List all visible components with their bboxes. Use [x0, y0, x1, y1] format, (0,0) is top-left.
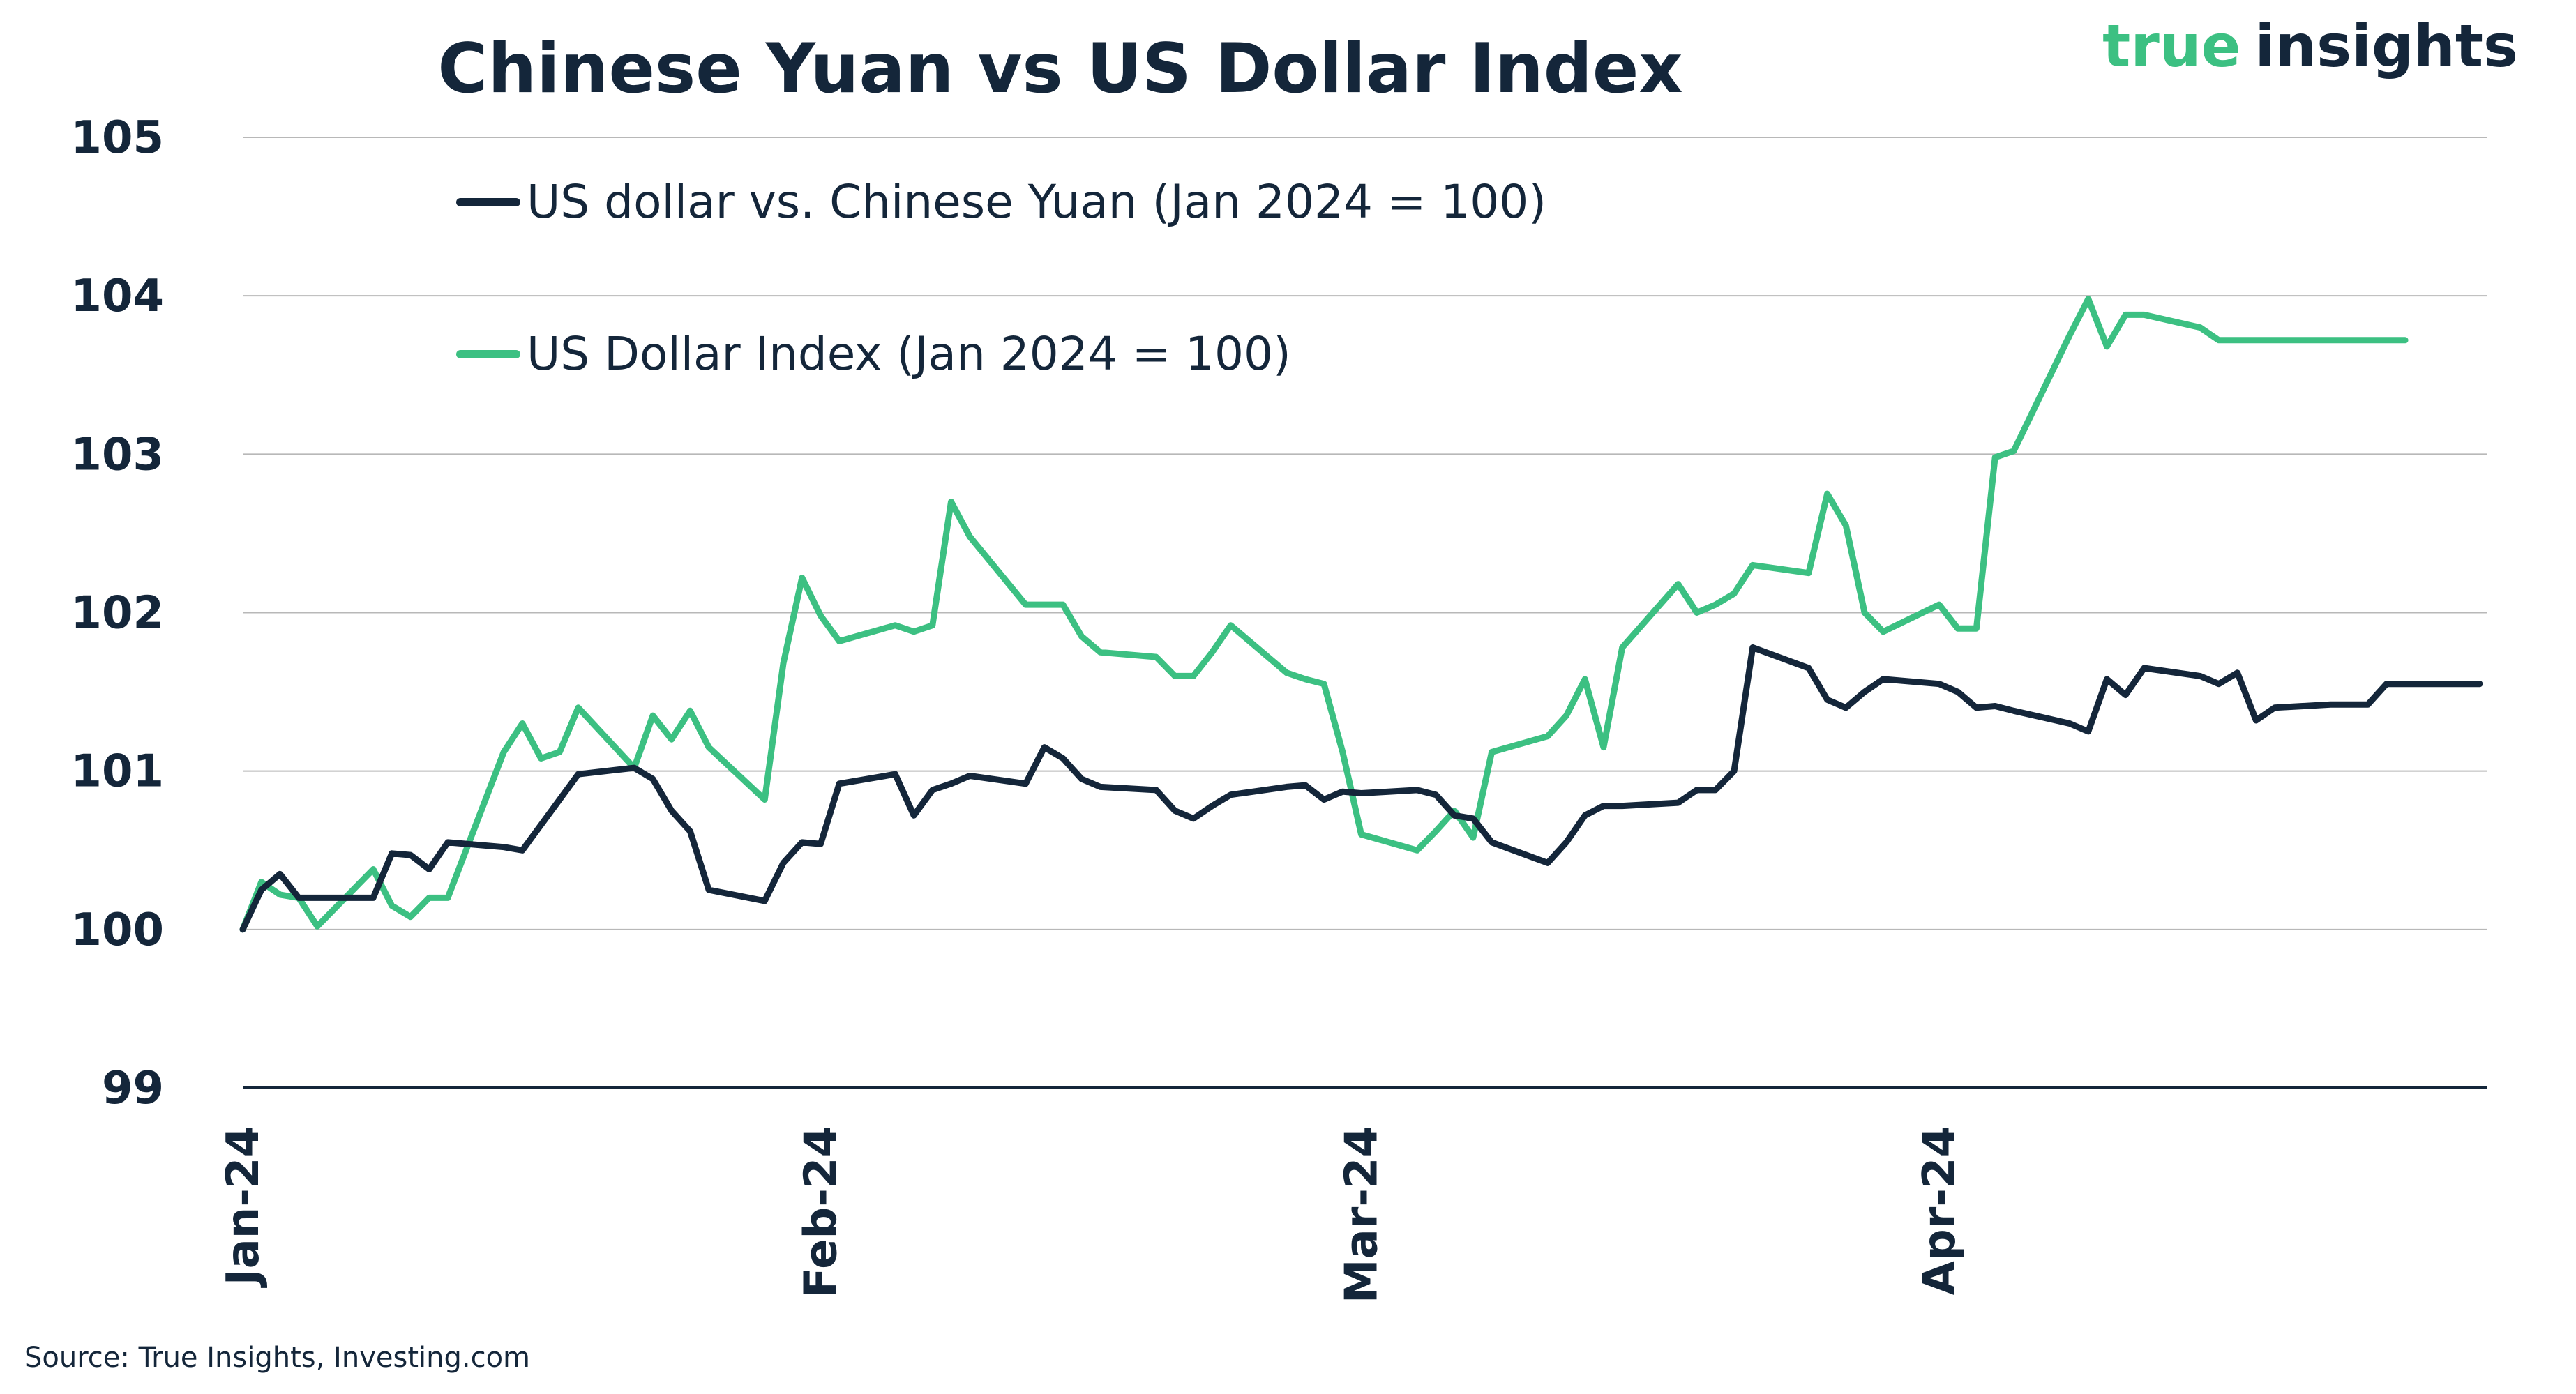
- legend: US dollar vs. Chinese Yuan (Jan 2024 = 1…: [456, 175, 1546, 381]
- series-line-0: [239, 644, 2483, 933]
- y-tick-label-101: 101: [70, 746, 164, 798]
- legend-label-0: US dollar vs. Chinese Yuan (Jan 2024 = 1…: [527, 175, 1546, 229]
- y-axis-ticks: 99 100 101 102 103 104 105: [70, 112, 164, 1114]
- y-tick-label-102: 102: [70, 588, 164, 639]
- chart-title: Chinese Yuan vs US Dollar Index: [437, 29, 1682, 109]
- x-axis-ticks: Jan-24 Feb-24 Mar-24 Apr-24: [218, 1126, 1966, 1303]
- legend-label-1: US Dollar Index (Jan 2024 = 100): [527, 327, 1291, 381]
- y-tick-label-99: 99: [102, 1063, 164, 1114]
- x-tick-label-2: Mar-24: [1336, 1126, 1388, 1303]
- source-note: Source: True Insights, Investing.com: [24, 1342, 530, 1374]
- x-tick-label-0: Jan-24: [218, 1126, 269, 1288]
- x-tick-label-1: Feb-24: [795, 1126, 847, 1298]
- y-tick-label-105: 105: [70, 112, 164, 164]
- y-tick-label-103: 103: [70, 429, 164, 480]
- y-tick-label-100: 100: [70, 904, 164, 956]
- y-tick-label-104: 104: [70, 271, 164, 322]
- series-line-1: [239, 296, 2409, 933]
- brand-part-insights: insights: [2255, 12, 2518, 80]
- grid-lines: [243, 137, 2487, 1089]
- brand-part-true: true: [2102, 12, 2240, 80]
- x-tick-label-3: Apr-24: [1914, 1126, 1966, 1296]
- brand-wordmark: true insights: [2102, 12, 2518, 80]
- series-lines: [239, 296, 2483, 933]
- brand-logo: true insights: [2102, 12, 2518, 80]
